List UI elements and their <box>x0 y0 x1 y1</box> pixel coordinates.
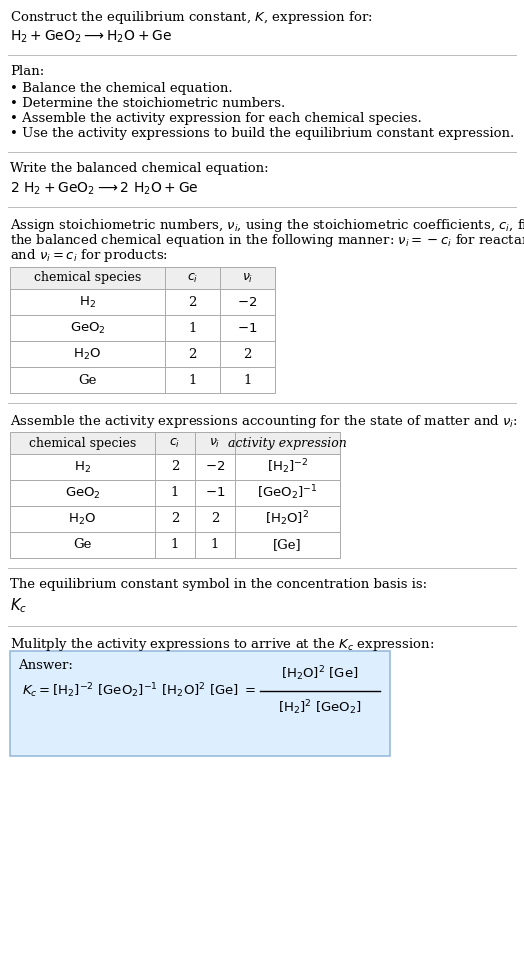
Text: $\mathrm{GeO_2}$: $\mathrm{GeO_2}$ <box>64 485 101 501</box>
Text: 2: 2 <box>171 460 179 474</box>
Text: 1: 1 <box>188 373 196 386</box>
Text: Write the balanced chemical equation:: Write the balanced chemical equation: <box>10 162 269 175</box>
Text: chemical species: chemical species <box>34 271 141 285</box>
Text: 1: 1 <box>171 539 179 551</box>
Text: $-2$: $-2$ <box>205 460 225 474</box>
Text: $-1$: $-1$ <box>237 321 258 335</box>
Text: $\mathrm{H_2}$: $\mathrm{H_2}$ <box>79 294 96 310</box>
Text: $\mathrm{GeO_2}$: $\mathrm{GeO_2}$ <box>70 320 105 336</box>
Text: 2: 2 <box>243 347 252 361</box>
FancyBboxPatch shape <box>10 532 340 558</box>
FancyBboxPatch shape <box>10 432 340 454</box>
FancyBboxPatch shape <box>10 289 275 315</box>
Text: the balanced chemical equation in the following manner: $\nu_i = -c_i$ for react: the balanced chemical equation in the fo… <box>10 232 524 249</box>
FancyBboxPatch shape <box>10 315 275 341</box>
Text: chemical species: chemical species <box>29 436 136 450</box>
Text: $\mathrm{H_2}$: $\mathrm{H_2}$ <box>74 459 91 475</box>
Text: Mulitply the activity expressions to arrive at the $K_c$ expression:: Mulitply the activity expressions to arr… <box>10 636 434 653</box>
Text: 2: 2 <box>171 512 179 526</box>
Text: [Ge]: [Ge] <box>273 539 302 551</box>
Text: • Use the activity expressions to build the equilibrium constant expression.: • Use the activity expressions to build … <box>10 127 514 140</box>
Text: 1: 1 <box>188 321 196 335</box>
Text: $\nu_i$: $\nu_i$ <box>209 436 221 450</box>
Text: • Assemble the activity expression for each chemical species.: • Assemble the activity expression for e… <box>10 112 422 125</box>
FancyBboxPatch shape <box>10 367 275 393</box>
Text: activity expression: activity expression <box>228 436 347 450</box>
Text: 2: 2 <box>188 295 196 309</box>
Text: $K_c = [\mathrm{H_2}]^{-2}\ [\mathrm{GeO_2}]^{-1}\ [\mathrm{H_2O}]^{2}\ [\mathrm: $K_c = [\mathrm{H_2}]^{-2}\ [\mathrm{GeO… <box>22 682 257 700</box>
Text: • Determine the stoichiometric numbers.: • Determine the stoichiometric numbers. <box>10 97 285 110</box>
Text: 1: 1 <box>211 539 219 551</box>
Text: Assemble the activity expressions accounting for the state of matter and $\nu_i$: Assemble the activity expressions accoun… <box>10 413 518 430</box>
Text: $\mathrm{H_2O}$: $\mathrm{H_2O}$ <box>69 511 96 526</box>
Text: Plan:: Plan: <box>10 65 44 78</box>
Text: $\mathrm{2\ H_2 + GeO_2 \longrightarrow 2\ H_2O + Ge}$: $\mathrm{2\ H_2 + GeO_2 \longrightarrow … <box>10 181 199 198</box>
Text: $-1$: $-1$ <box>205 486 225 500</box>
FancyBboxPatch shape <box>10 454 340 480</box>
FancyBboxPatch shape <box>10 506 340 532</box>
Text: Ge: Ge <box>78 373 97 386</box>
Text: 2: 2 <box>211 512 219 526</box>
Text: $K_c$: $K_c$ <box>10 596 27 615</box>
Text: $c_i$: $c_i$ <box>169 436 181 450</box>
FancyBboxPatch shape <box>10 267 275 289</box>
Text: 1: 1 <box>171 486 179 500</box>
Text: • Balance the chemical equation.: • Balance the chemical equation. <box>10 82 233 95</box>
Text: $-2$: $-2$ <box>237 295 258 309</box>
Text: $\mathrm{H_2 + GeO_2 \longrightarrow H_2O + Ge}$: $\mathrm{H_2 + GeO_2 \longrightarrow H_2… <box>10 29 172 45</box>
FancyBboxPatch shape <box>10 341 275 367</box>
FancyBboxPatch shape <box>10 480 340 506</box>
Text: $[\mathrm{GeO_2}]^{-1}$: $[\mathrm{GeO_2}]^{-1}$ <box>257 483 318 503</box>
Text: 2: 2 <box>188 347 196 361</box>
Text: $[\mathrm{H_2O}]^2\ [\mathrm{Ge}]$: $[\mathrm{H_2O}]^2\ [\mathrm{Ge}]$ <box>281 665 359 684</box>
Text: $\nu_i$: $\nu_i$ <box>242 271 253 285</box>
Text: 1: 1 <box>243 373 252 386</box>
Text: $[\mathrm{H_2O}]^{2}$: $[\mathrm{H_2O}]^{2}$ <box>266 509 310 528</box>
Text: $\mathrm{H_2O}$: $\mathrm{H_2O}$ <box>73 346 102 362</box>
Text: Answer:: Answer: <box>18 659 73 672</box>
Text: and $\nu_i = c_i$ for products:: and $\nu_i = c_i$ for products: <box>10 247 168 264</box>
Text: The equilibrium constant symbol in the concentration basis is:: The equilibrium constant symbol in the c… <box>10 578 427 591</box>
Text: Assign stoichiometric numbers, $\nu_i$, using the stoichiometric coefficients, $: Assign stoichiometric numbers, $\nu_i$, … <box>10 217 524 234</box>
Text: Construct the equilibrium constant, $K$, expression for:: Construct the equilibrium constant, $K$,… <box>10 9 373 26</box>
Text: Ge: Ge <box>73 539 92 551</box>
Text: $c_i$: $c_i$ <box>187 271 198 285</box>
Text: $[\mathrm{H_2}]^2\ [\mathrm{GeO_2}]$: $[\mathrm{H_2}]^2\ [\mathrm{GeO_2}]$ <box>278 699 362 717</box>
Text: $[\mathrm{H_2}]^{-2}$: $[\mathrm{H_2}]^{-2}$ <box>267 457 308 477</box>
FancyBboxPatch shape <box>10 651 390 756</box>
